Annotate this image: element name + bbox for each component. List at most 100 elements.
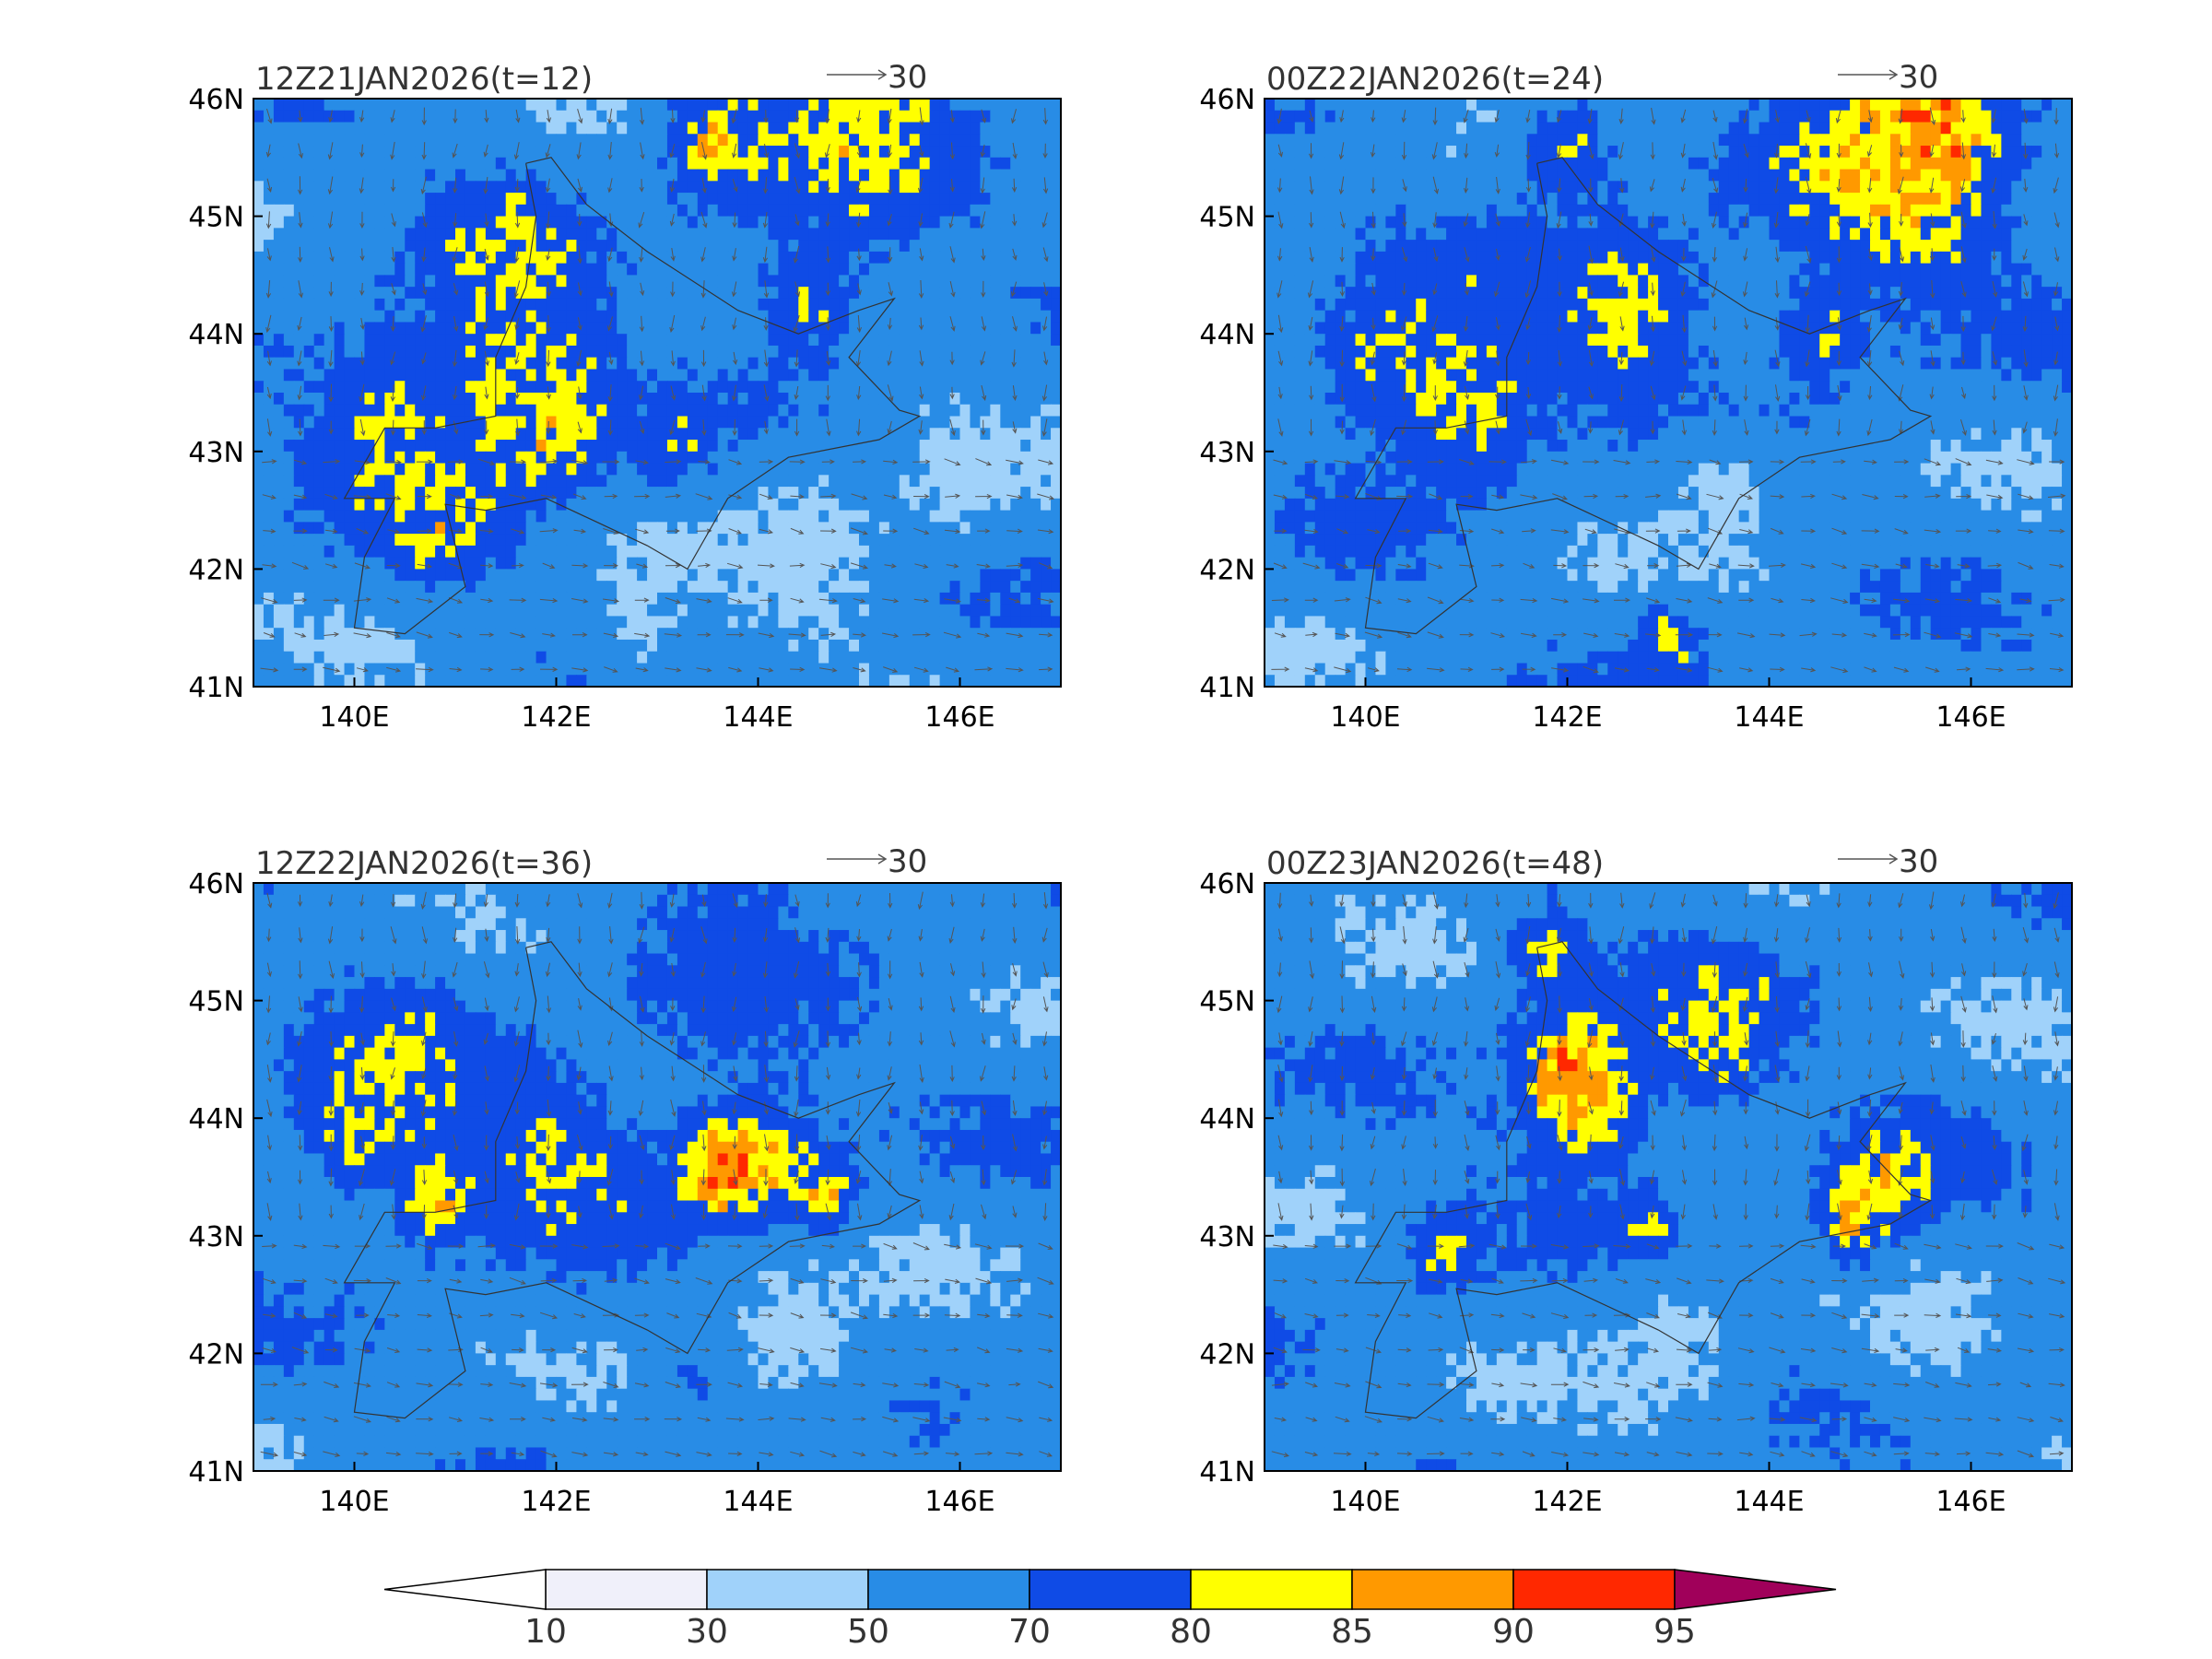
field-cell: [475, 404, 487, 418]
field-cell: [1324, 169, 1336, 182]
field-cell: [839, 193, 850, 206]
field-cell: [596, 557, 607, 570]
field-cell: [657, 204, 668, 218]
field-cell: [980, 545, 991, 559]
field-cell: [1051, 545, 1062, 559]
field-cell: [606, 134, 618, 147]
field-cell: [859, 475, 870, 488]
field-cell: [627, 216, 638, 229]
field-cell: [949, 381, 961, 394]
field-cell: [980, 181, 991, 194]
field-cell: [839, 451, 850, 465]
field-cell: [666, 416, 678, 429]
field-cell: [566, 510, 577, 523]
field-cell: [334, 134, 346, 147]
field-cell: [535, 475, 547, 488]
field-cell: [788, 592, 799, 606]
field-cell: [334, 663, 346, 676]
field-cell: [425, 275, 436, 288]
field-cell: [293, 251, 305, 265]
field-cell: [990, 157, 1001, 171]
field-cell: [566, 428, 577, 441]
field-cell: [425, 545, 436, 559]
field-cell: [515, 428, 527, 441]
field-cell: [717, 99, 729, 112]
field-cell: [324, 99, 335, 112]
field-cell: [344, 263, 356, 276]
wind-arrow: [328, 281, 334, 298]
field-cell: [1030, 440, 1041, 453]
field-cell: [1020, 569, 1031, 582]
field-cell: [303, 428, 315, 441]
field-cell: [859, 310, 870, 324]
field-cell: [909, 545, 921, 559]
field-cell: [253, 604, 265, 618]
field-cell: [1284, 157, 1296, 171]
field-cell: [758, 510, 770, 523]
field-cell: [1010, 122, 1021, 135]
field-cell: [859, 416, 870, 429]
field-cell: [334, 534, 346, 547]
field-cell: [859, 193, 870, 206]
field-cell: [909, 134, 921, 147]
field-cell: [687, 616, 699, 629]
field-cell: [546, 463, 558, 476]
field-cell: [990, 216, 1001, 229]
field-cell: [1516, 99, 1528, 112]
field-cell: [293, 99, 305, 112]
field-cell: [829, 381, 840, 394]
field-cell: [354, 157, 366, 171]
field-cell: [374, 604, 385, 618]
field-cell: [637, 263, 648, 276]
field-cell: [727, 310, 739, 324]
field-cell: [2011, 146, 2022, 159]
field-cell: [374, 534, 385, 547]
field-cell: [1769, 134, 1781, 147]
field-cell: [657, 663, 668, 676]
field-cell: [677, 475, 688, 488]
field-cell: [919, 99, 931, 112]
field-cell: [495, 545, 507, 559]
field-cell: [586, 169, 597, 182]
field-cell: [1010, 345, 1021, 359]
field-cell: [980, 463, 991, 476]
field-cell: [505, 440, 517, 453]
wind-arrow: [980, 211, 986, 229]
field-cell: [788, 534, 799, 547]
field-cell: [344, 604, 356, 618]
field-cell: [707, 487, 719, 500]
field-cell: [525, 534, 537, 547]
field-cell: [888, 345, 900, 359]
field-cell: [495, 487, 507, 500]
field-cell: [354, 99, 366, 112]
field-cell: [617, 157, 628, 171]
field-cell: [1950, 134, 1962, 147]
field-cell: [970, 240, 981, 253]
field-cell: [354, 675, 366, 688]
field-cell: [283, 310, 295, 324]
field-cell: [485, 216, 497, 229]
field-cell: [313, 251, 325, 265]
field-cell: [949, 369, 961, 382]
field-cell: [515, 287, 527, 300]
field-cell: [1930, 122, 1942, 135]
field-cell: [535, 275, 547, 288]
field-cell: [970, 651, 981, 665]
field-cell: [647, 393, 658, 406]
field-cell: [283, 216, 295, 229]
field-cell: [768, 240, 779, 253]
field-cell: [959, 334, 971, 347]
field-cell: [334, 522, 346, 535]
field-cell: [717, 240, 729, 253]
field-cell: [657, 522, 668, 535]
field-cell: [1345, 122, 1357, 135]
field-cell: [677, 146, 688, 159]
field-cell: [868, 157, 880, 171]
field-cell: [384, 393, 395, 406]
field-cell: [868, 557, 880, 570]
field-cell: [637, 251, 648, 265]
field-cell: [647, 146, 658, 159]
field-cell: [556, 592, 568, 606]
field-cell: [1030, 263, 1041, 276]
